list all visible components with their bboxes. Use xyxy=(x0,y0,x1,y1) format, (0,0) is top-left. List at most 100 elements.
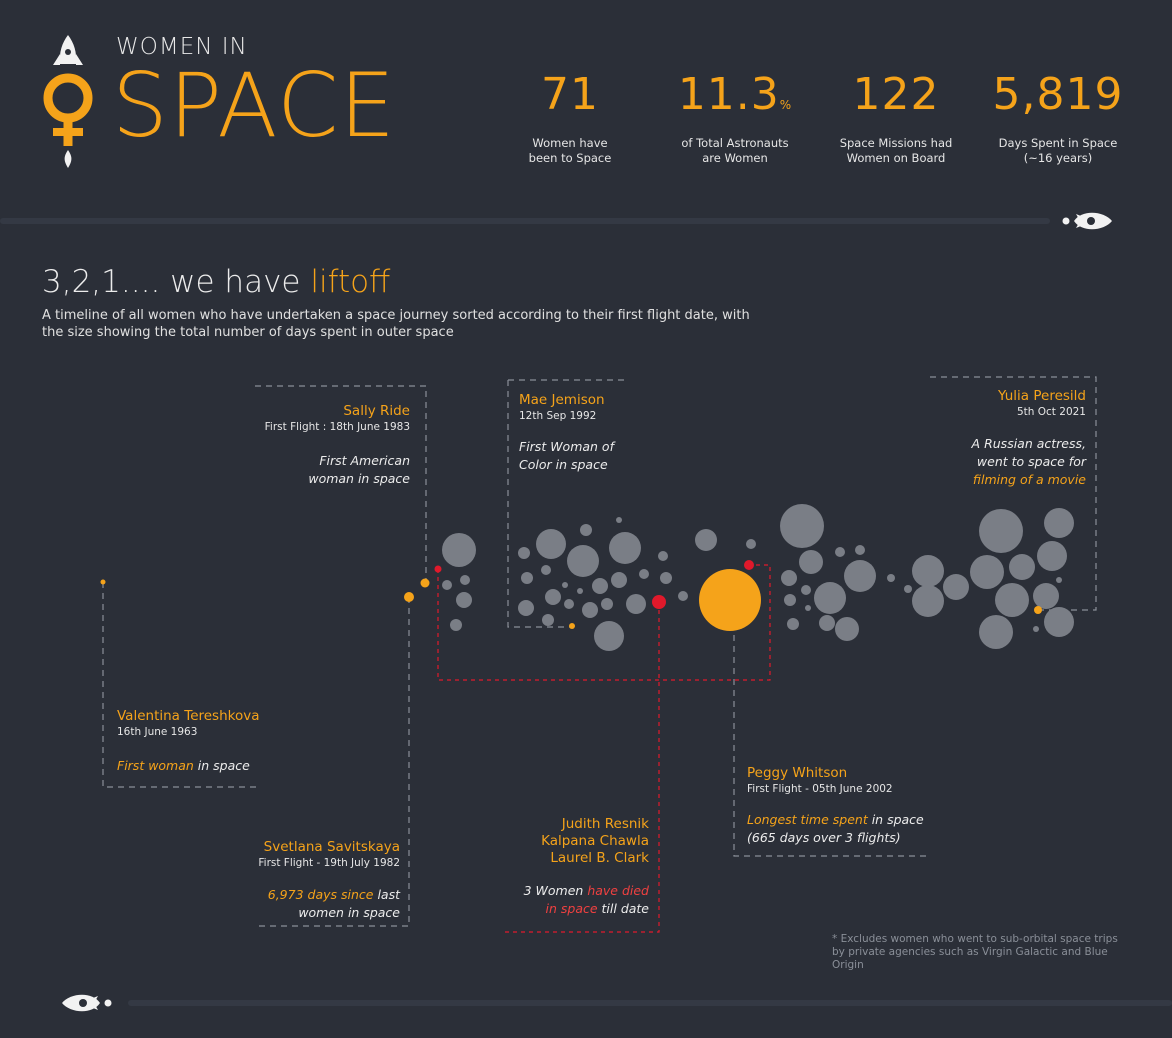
bubble-astronaut xyxy=(799,550,823,574)
bubble-astronaut xyxy=(545,589,561,605)
bubble-astronaut xyxy=(541,565,551,575)
bubble-svetlana-savitskaya xyxy=(404,592,414,602)
women-space-logo xyxy=(43,35,93,168)
bubble-astronaut xyxy=(601,598,613,610)
divider-top xyxy=(0,218,1050,224)
footnote: * Excludes women who went to sub-orbital… xyxy=(832,933,1118,971)
note-peresild: Yulia Peresild 5th Oct 2021 A Russian ac… xyxy=(971,388,1086,487)
bubble-astronaut xyxy=(695,529,717,551)
bubble-astronaut xyxy=(580,524,592,536)
title-big: SPACE xyxy=(112,54,396,157)
connector-died xyxy=(502,602,660,933)
connector-peresild xyxy=(930,376,1097,611)
bubble-astronaut xyxy=(658,551,668,561)
connector-jemison xyxy=(507,379,628,628)
bubble-astronaut xyxy=(1033,583,1059,609)
bubble-astronaut xyxy=(518,547,530,559)
bubble-astronaut xyxy=(979,509,1023,553)
bubble-astronaut xyxy=(1044,607,1074,637)
bubble-sally-ride xyxy=(420,578,430,588)
bubble-astronaut xyxy=(442,580,452,590)
divider-bottom xyxy=(128,1000,1172,1006)
bubble-astronaut xyxy=(456,592,472,608)
connector-lines xyxy=(102,376,1097,927)
section-heading: 3,2,1.... we have liftoff xyxy=(42,264,391,300)
bubble-astronaut xyxy=(801,585,811,595)
bubble-astronaut xyxy=(521,572,533,584)
connector-savitskaya xyxy=(255,597,410,927)
rocket-icon xyxy=(53,35,83,65)
bubble-kalpana-chawla xyxy=(652,595,666,609)
bubble-astronaut xyxy=(805,605,811,611)
bubble-astronaut xyxy=(626,594,646,614)
bubble-astronaut xyxy=(844,560,876,592)
stat-days: 5,819 Days Spent in Space (~16 years) xyxy=(992,69,1124,166)
connector-tereshkova xyxy=(102,582,258,788)
stat-percent-astronauts: 11.3% of Total Astronauts are Women xyxy=(677,69,793,166)
bubble-astronaut xyxy=(594,621,624,651)
spaceship-icon xyxy=(1062,212,1112,230)
bubble-mae-jemison xyxy=(569,623,575,629)
bubble-astronaut xyxy=(1009,554,1035,580)
bubble-astronaut xyxy=(582,602,598,618)
bubble-astronaut xyxy=(678,591,688,601)
bubble-astronaut xyxy=(577,588,583,594)
bubble-astronaut xyxy=(819,615,835,631)
bubble-astronaut xyxy=(784,594,796,606)
bubble-astronaut xyxy=(562,582,568,588)
venus-symbol-icon xyxy=(43,73,93,146)
note-whitson: Peggy Whitson First Flight - 05th June 2… xyxy=(747,765,924,845)
connector-died-link xyxy=(437,564,771,681)
bubble-astronaut xyxy=(442,533,476,567)
bubble-astronaut xyxy=(592,578,608,594)
note-jemison: Mae Jemison 12th Sep 1992 First Woman of… xyxy=(519,392,614,472)
bubble-astronaut xyxy=(1056,577,1062,583)
bubble-astronaut xyxy=(912,585,944,617)
flame-icon xyxy=(64,150,72,168)
bubble-astronaut xyxy=(564,599,574,609)
bubble-astronaut xyxy=(855,545,865,555)
bubble-valentina-tereshkova xyxy=(100,579,106,585)
bubble-judith-resnik xyxy=(434,565,442,573)
bubble-astronaut xyxy=(611,572,627,588)
bubble-astronaut xyxy=(746,539,756,549)
bubble-astronaut xyxy=(1033,626,1039,632)
bubble-astronaut xyxy=(979,615,1013,649)
section-subtitle: A timeline of all women who have underta… xyxy=(42,308,750,340)
bubble-astronaut xyxy=(518,600,534,616)
bubble-astronaut xyxy=(616,517,622,523)
died-connector-lines xyxy=(437,564,771,933)
connector-ride xyxy=(255,385,427,582)
connector-whitson xyxy=(733,602,930,857)
title-small: WOMEN IN xyxy=(116,34,248,60)
bubble-astronaut xyxy=(536,529,566,559)
bubble-astronaut xyxy=(814,582,846,614)
bubble-yulia-peresild xyxy=(1034,606,1042,614)
bubble-astronaut xyxy=(542,614,554,626)
bubbles xyxy=(100,504,1074,651)
bubble-astronaut xyxy=(912,555,944,587)
note-died: Judith Resnik Kalpana Chawla Laurel B. C… xyxy=(523,816,649,916)
bubble-astronaut xyxy=(639,569,649,579)
bubble-astronaut xyxy=(995,583,1029,617)
bubble-astronaut xyxy=(609,532,641,564)
note-tereshkova: Valentina Tereshkova 16th June 1963 Firs… xyxy=(117,708,260,773)
bubble-astronaut xyxy=(460,575,470,585)
bubble-astronaut xyxy=(887,574,895,582)
bubble-astronaut xyxy=(835,547,845,557)
bubble-astronaut xyxy=(1037,541,1067,571)
bubble-astronaut xyxy=(780,504,824,548)
bubble-astronaut xyxy=(567,545,599,577)
stat-women-count: 71 Women have been to Space xyxy=(528,69,612,166)
bubble-peggy-whitson xyxy=(699,569,761,631)
bubble-astronaut xyxy=(904,585,912,593)
bubble-astronaut xyxy=(943,574,969,600)
bubble-astronaut xyxy=(1044,508,1074,538)
note-ride: Sally Ride First Flight : 18th June 1983… xyxy=(264,403,410,486)
note-savitskaya: Svetlana Savitskaya First Flight - 19th … xyxy=(258,839,400,920)
bubble-astronaut xyxy=(660,572,672,584)
bubble-astronaut xyxy=(781,570,797,586)
bubble-astronaut xyxy=(787,618,799,630)
bubble-astronaut xyxy=(450,619,462,631)
